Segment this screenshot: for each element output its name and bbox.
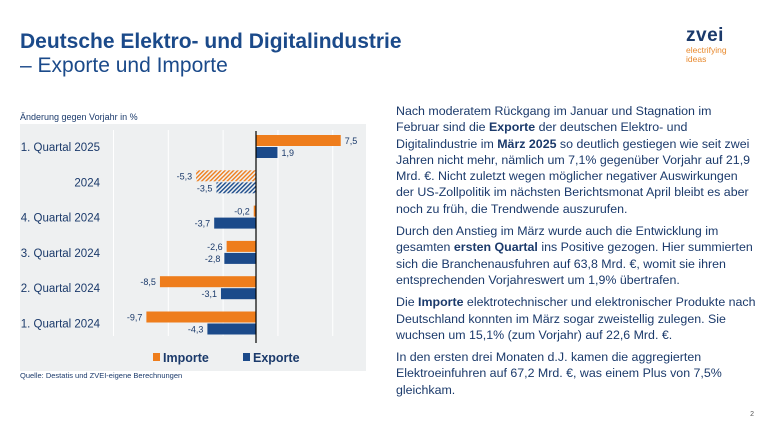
bar-importe xyxy=(256,135,341,146)
value-label: 1,9 xyxy=(281,148,294,158)
legend-swatch-exporte xyxy=(243,353,250,361)
value-label: -8,5 xyxy=(140,277,156,287)
category-label: 4. Quartal 2024 xyxy=(21,213,101,225)
bar-importe xyxy=(196,170,256,182)
bar-importe xyxy=(226,240,256,252)
category-label: 2. Quartal 2024 xyxy=(21,283,101,295)
value-label: -2,6 xyxy=(207,242,223,252)
chart-panel xyxy=(20,124,366,371)
bar-exporte xyxy=(224,252,256,264)
paragraph-4: In den ersten drei Monaten d.J. kamen di… xyxy=(396,350,722,397)
paragraph-3: Die Importe elektrotechnischer und elekt… xyxy=(396,295,756,342)
legend-swatch-importe xyxy=(153,353,160,361)
value-label: -2,8 xyxy=(205,254,221,264)
chart-source: Quelle: Destatis und ZVEI-eigene Berechn… xyxy=(20,371,183,380)
title-line-2: – Exporte und Importe xyxy=(20,54,228,77)
zvei-logo: zvei electrifying ideas xyxy=(686,26,727,63)
bar-importe xyxy=(253,205,256,217)
page-title: Deutsche Elektro- und Digitalindustrie –… xyxy=(20,30,402,78)
bar-exporte xyxy=(207,323,256,335)
category-label: 2024 xyxy=(74,177,100,189)
body-text: Nach moderatem Rückgang im Januar und St… xyxy=(396,103,756,404)
paragraph-1: Nach moderatem Rückgang im Januar und St… xyxy=(396,104,751,216)
value-label: -4,3 xyxy=(188,325,204,335)
value-label: -3,7 xyxy=(195,219,211,229)
category-label: 1. Quartal 2024 xyxy=(21,319,101,331)
legend-label-importe: Importe xyxy=(163,351,209,365)
logo-tagline-1: electrifying xyxy=(686,45,727,55)
value-label: 7,5 xyxy=(345,136,358,146)
bar-exporte xyxy=(214,217,256,229)
title-line-1: Deutsche Elektro- und Digitalindustrie xyxy=(20,30,402,53)
page-number: 2 xyxy=(750,411,754,418)
category-label: 1. Quartal 2025 xyxy=(21,142,100,154)
value-label: -0,2 xyxy=(234,207,250,217)
value-label: -5,3 xyxy=(177,171,193,181)
value-label: -9,7 xyxy=(127,313,143,323)
bar-importe xyxy=(146,311,256,323)
logo-tagline-2: ideas xyxy=(686,53,707,64)
legend-label-exporte: Exporte xyxy=(253,351,300,365)
bar-exporte xyxy=(220,288,256,300)
bar-importe xyxy=(159,276,256,288)
bar-exporte xyxy=(256,147,278,158)
value-label: -3,1 xyxy=(201,289,217,299)
chart-axis-label: Änderung gegen Vorjahr in % xyxy=(20,112,138,122)
category-label: 3. Quartal 2024 xyxy=(21,248,101,260)
bar-exporte xyxy=(216,182,256,194)
logo-word: zvei xyxy=(686,25,724,46)
value-label: -3,5 xyxy=(197,183,213,193)
paragraph-2: Durch den Anstieg im März wurde auch die… xyxy=(396,224,753,287)
